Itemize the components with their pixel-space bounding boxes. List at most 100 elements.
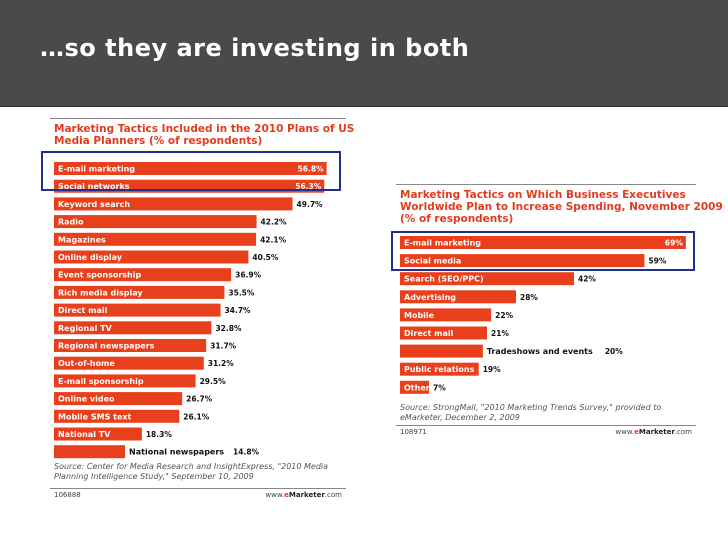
category-label: Advertising <box>404 293 456 302</box>
bar <box>400 380 429 394</box>
category-label: Other <box>404 383 430 392</box>
chart-title-line: Marketing Tactics on Which Business Exec… <box>400 189 686 201</box>
value-label: 20% <box>605 347 623 356</box>
category-label: Social networks <box>58 182 130 191</box>
value-label: 31.2% <box>208 359 235 368</box>
category-label: Keyword search <box>58 200 130 209</box>
chart-title: Marketing Tactics Included in the 2010 P… <box>54 123 354 147</box>
bar <box>54 321 212 335</box>
value-label: 31.7% <box>210 342 237 351</box>
bar <box>54 232 257 246</box>
bar <box>400 254 645 268</box>
category-label: Social media <box>404 257 461 266</box>
value-label: 18.3% <box>146 430 173 439</box>
source-line: Planning Intelligence Study," September … <box>54 472 254 481</box>
category-label: E-mail marketing <box>404 239 481 248</box>
brand-marketer: Marketer <box>638 428 675 436</box>
category-label: Out-of-home <box>58 359 115 368</box>
bar <box>54 445 126 459</box>
category-label: Regional newspapers <box>58 342 155 351</box>
bar <box>54 339 207 352</box>
value-label: 34.7% <box>225 306 252 315</box>
value-label: 35.5% <box>228 288 255 297</box>
chart-footer: 106888 www.eMarketer.com <box>50 488 346 501</box>
chart-id: 106888 <box>54 491 81 499</box>
value-label: 14.8% <box>233 448 260 457</box>
chart-top-rule <box>396 184 696 185</box>
value-label: 29.5% <box>200 377 227 386</box>
bar <box>400 362 479 376</box>
category-label: Rich media display <box>58 288 143 297</box>
value-label: 42.1% <box>260 235 287 244</box>
value-label: 26.1% <box>183 412 210 421</box>
value-label: 36.9% <box>235 271 262 280</box>
bar <box>54 409 180 423</box>
chart-title-line: Marketing Tactics Included in the 2010 P… <box>54 123 355 135</box>
bar <box>54 250 249 264</box>
source-line: Source: Center for Media Research and In… <box>54 462 329 471</box>
bar <box>54 215 257 229</box>
bar <box>54 356 204 370</box>
chart-business-executives: Marketing Tactics on Which Business Exec… <box>396 184 723 440</box>
bar <box>54 268 232 282</box>
category-label: Direct mail <box>404 329 454 338</box>
value-label: 56.3% <box>295 182 322 191</box>
source-line: Source: StrongMail, "2010 Marketing Tren… <box>400 403 662 412</box>
bar <box>54 197 293 211</box>
category-label: Event sponsorship <box>58 271 141 280</box>
brand-prefix: www. <box>615 428 635 436</box>
bar-plot: E-mail marketing 69% Social media 59% Search… <box>400 236 686 394</box>
bar <box>54 392 183 406</box>
category-label: National newspapers <box>129 448 224 457</box>
value-label: 42% <box>578 275 596 284</box>
bar <box>54 162 327 175</box>
bar <box>400 272 574 286</box>
category-label: Tradeshows and events <box>487 347 593 356</box>
value-label: 69% <box>665 239 683 248</box>
brand-e: e <box>284 491 289 499</box>
value-label: 42.2% <box>261 218 288 227</box>
value-label: 22% <box>495 311 513 320</box>
brand-e: e <box>634 428 639 436</box>
category-label: Public relations <box>404 365 475 374</box>
chart-id: 108971 <box>400 428 427 436</box>
category-label: E-mail sponsorship <box>58 377 144 386</box>
highlight-box <box>41 151 341 191</box>
category-label: Mobile SMS text <box>58 412 132 421</box>
bar <box>54 427 142 441</box>
chart-top-rule <box>50 118 346 119</box>
value-label: 21% <box>491 329 509 338</box>
value-label: 49.7% <box>297 200 324 209</box>
value-label: 56.8% <box>298 165 325 174</box>
chart-title: Marketing Tactics on Which Business Exec… <box>400 189 723 225</box>
bar <box>400 236 686 249</box>
chart-title-line: Media Planners (% of respondents) <box>54 135 263 147</box>
category-label: Regional TV <box>58 324 113 333</box>
brand-marketer: Marketer <box>288 491 325 499</box>
value-label: 40.5% <box>252 253 279 262</box>
category-label: E-mail marketing <box>58 165 135 174</box>
bar <box>400 326 487 340</box>
value-label: 59% <box>648 257 666 266</box>
category-label: Mobile <box>404 311 435 320</box>
brand-prefix: www. <box>265 491 285 499</box>
category-label: Magazines <box>58 235 106 244</box>
value-label: 19% <box>483 365 501 374</box>
value-label: 28% <box>520 293 538 302</box>
highlight-box <box>391 231 695 271</box>
bar <box>400 308 492 322</box>
category-label: Search (SEO/PPC) <box>404 275 484 284</box>
value-label: 32.8% <box>215 324 242 333</box>
bar <box>54 285 225 299</box>
value-label: 26.7% <box>186 395 213 404</box>
slide-title: …so they are investing in both <box>40 34 470 62</box>
source-line: eMarketer, December 2, 2009 <box>400 413 520 422</box>
category-label: Online video <box>58 395 115 404</box>
emarketer-logo: www.eMarketer.com <box>615 428 692 436</box>
emarketer-logo: www.eMarketer.com <box>265 491 342 499</box>
chart-title-line: Worldwide Plan to Increase Spending, Nov… <box>400 201 723 213</box>
chart-title-line: (% of respondents) <box>400 213 514 225</box>
chart-footer: 108971 www.eMarketer.com <box>396 425 696 438</box>
chart-source: Source: StrongMail, "2010 Marketing Tren… <box>400 403 661 423</box>
value-label: 7% <box>433 383 446 392</box>
